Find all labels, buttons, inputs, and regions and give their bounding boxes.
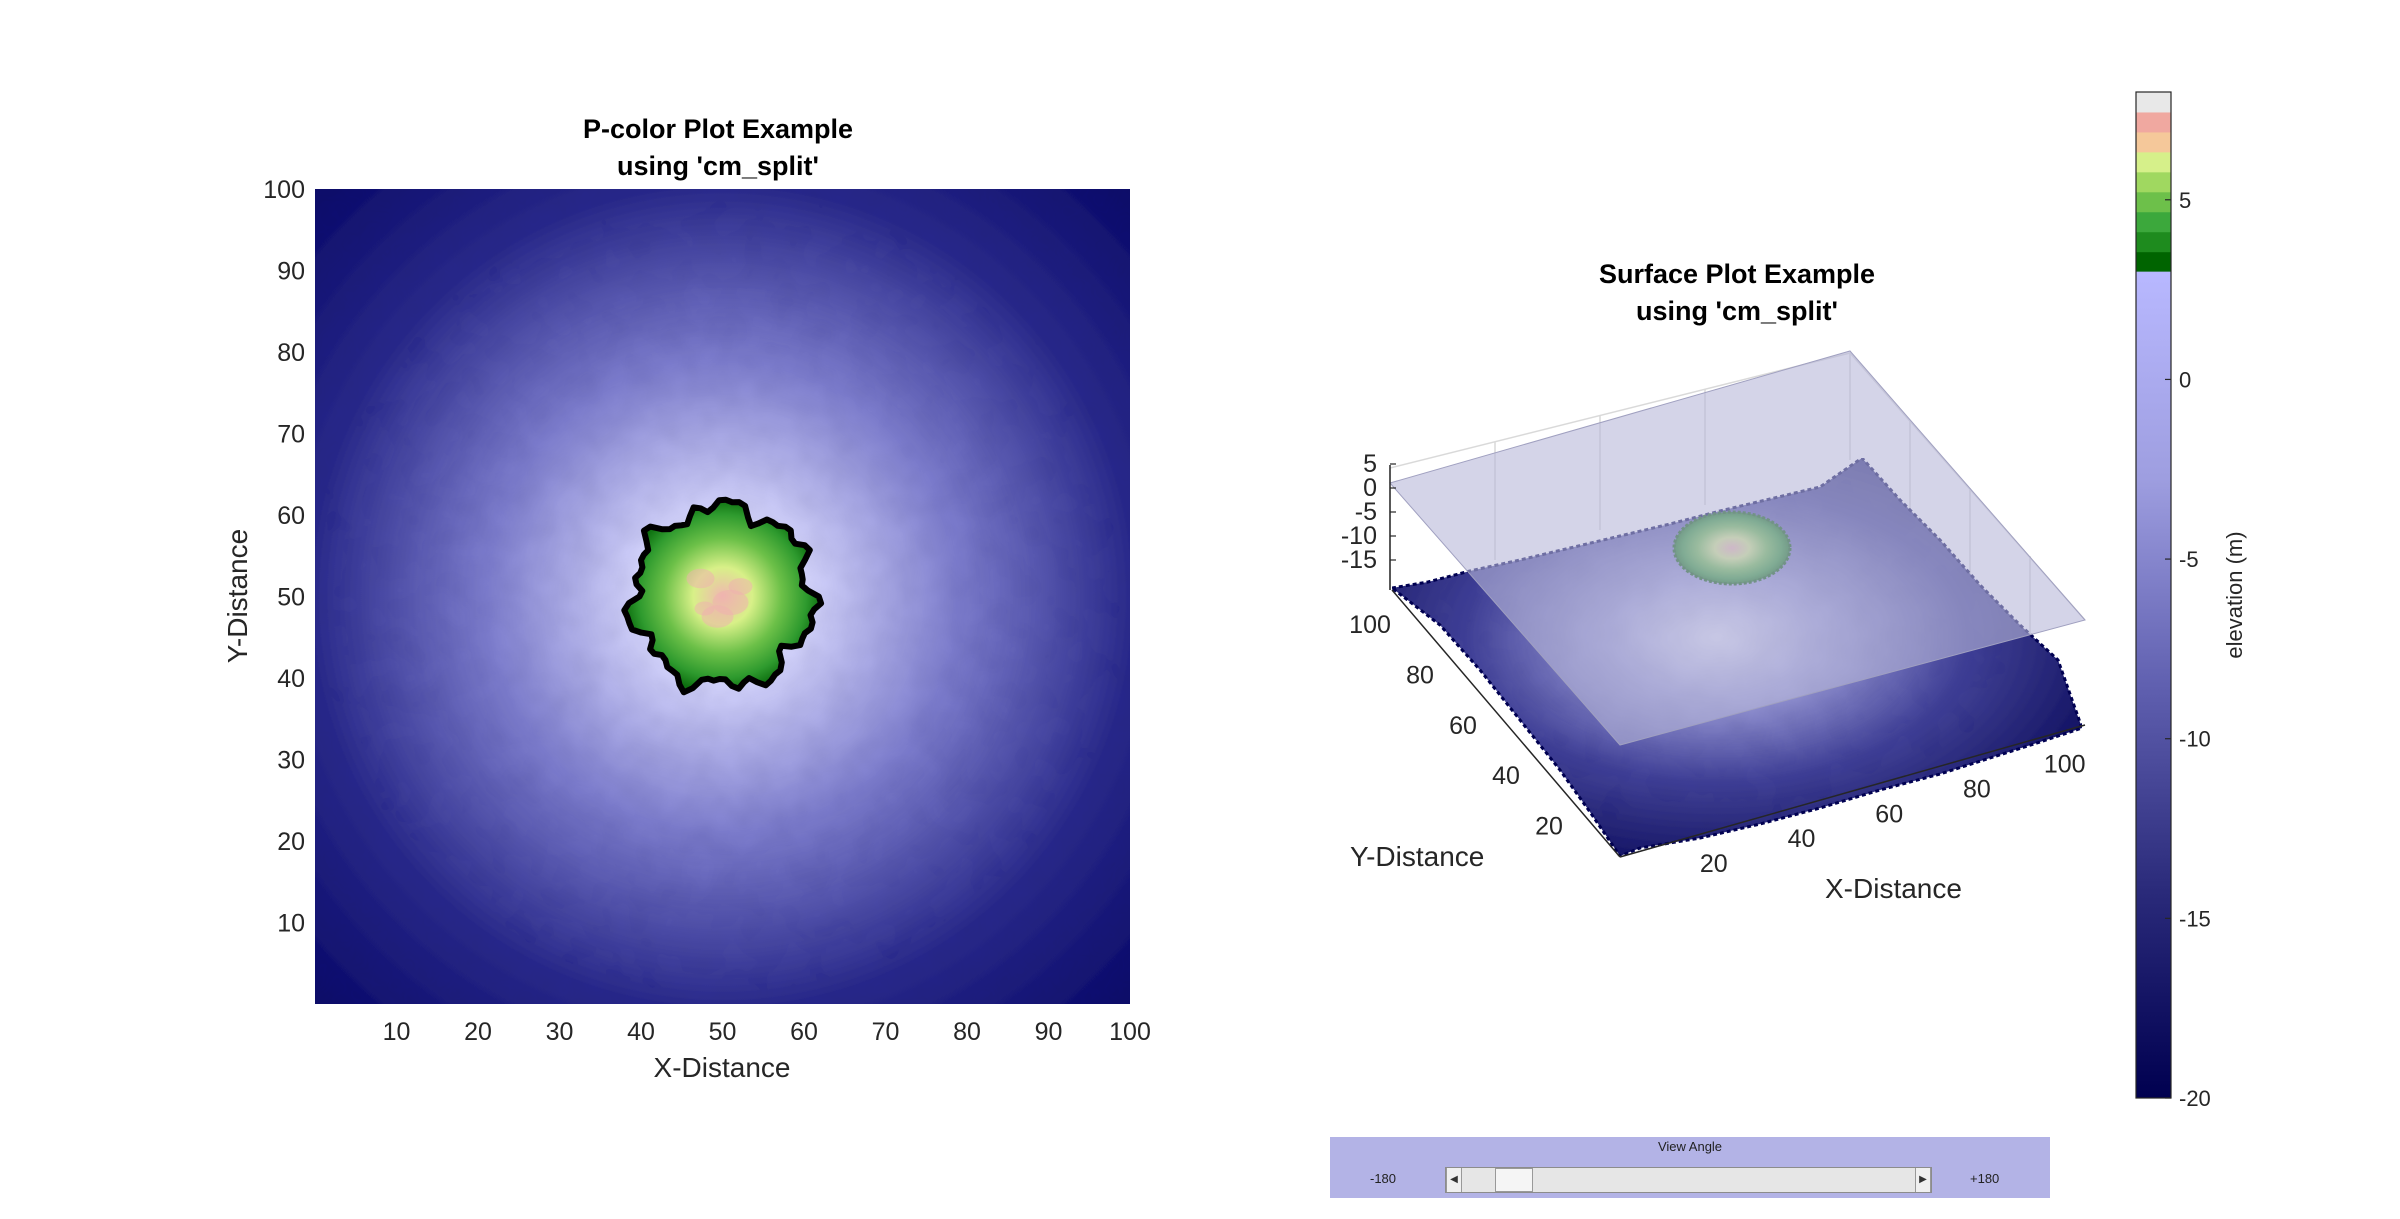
colorbar-land-band: [2136, 171, 2171, 193]
pcolor-y-ticks: 10 20 30 40 50 60 70 80 90 100: [263, 176, 305, 938]
surface-ztick-label: 5: [1363, 450, 1377, 478]
pcolor-ytick-label: 70: [277, 421, 305, 449]
pcolor-ytick-label: 40: [277, 665, 305, 693]
pcolor-xtick-label: 40: [627, 1018, 655, 1046]
colorbar-ticks: 5 0 -5 -10 -15 -20: [2165, 188, 2211, 1111]
surface-ytick-label: 40: [1492, 762, 1520, 790]
surface-xtick-label: 80: [1963, 775, 1991, 803]
surface-xtick-label: 100: [2044, 750, 2086, 778]
surface-title-line1: Surface Plot Example: [1599, 259, 1875, 289]
pcolor-xtick-label: 70: [872, 1018, 900, 1046]
colorbar-land-band: [2136, 231, 2171, 253]
surface-title-line2: using 'cm_split': [1636, 296, 1838, 326]
surface-x-ticks: 20 40 60 80 100: [1700, 750, 2086, 878]
view-angle-title: View Angle: [1657, 1139, 1723, 1154]
colorbar-tick-label: 0: [2179, 367, 2191, 392]
colorbar: 5 0 -5 -10 -15 -20 elevation (m): [2135, 91, 2247, 1111]
pcolor-ytick-label: 10: [277, 910, 305, 938]
colorbar-tick-label: -5: [2179, 547, 2199, 572]
pcolor-xtick-label: 60: [790, 1018, 818, 1046]
surface-ytick-label: 80: [1406, 661, 1434, 689]
surface-ytick-label: 60: [1449, 712, 1477, 740]
pcolor-title-line2: using 'cm_split': [617, 151, 819, 181]
colorbar-tick-label: -20: [2179, 1086, 2211, 1111]
colorbar-water-band: [2136, 271, 2171, 1099]
view-angle-slider[interactable]: ◀ ▶: [1445, 1167, 1932, 1193]
colorbar-tick-label: -15: [2179, 906, 2211, 931]
colorbar-land-band: [2136, 111, 2171, 133]
colorbar-land-band: [2136, 191, 2171, 213]
surface-ztick-label: 0: [1363, 474, 1377, 502]
pcolor-ytick-label: 90: [277, 258, 305, 286]
slider-right-arrow-icon[interactable]: ▶: [1915, 1168, 1931, 1192]
colorbar-land-band: [2136, 92, 2171, 113]
pcolor-xtick-label: 30: [546, 1018, 574, 1046]
surface-ztick-label: -5: [1355, 498, 1377, 526]
pcolor-ytick-label: 100: [263, 176, 305, 204]
colorbar-label: elevation (m): [2222, 531, 2247, 658]
pcolor-xtick-label: 20: [464, 1018, 492, 1046]
surface-ytick-label: 100: [1349, 611, 1391, 639]
slider-left-arrow-icon[interactable]: ◀: [1446, 1168, 1462, 1192]
colorbar-frame: [2135, 91, 2172, 1099]
pcolor-xlabel: X-Distance: [654, 1052, 791, 1083]
view-angle-panel: View Angle -180 ◀ ▶ +180: [1330, 1137, 2050, 1198]
pcolor-xtick-label: 50: [709, 1018, 737, 1046]
colorbar-land-band: [2136, 251, 2171, 273]
pcolor-ytick-label: 80: [277, 339, 305, 367]
pcolor-land-peak-patch: [686, 568, 715, 589]
surface-ztick-label: -15: [1341, 546, 1377, 574]
pcolor-x-ticks: 10 20 30 40 50 60 70 80 90 100: [383, 1018, 1151, 1046]
surface-y-axis: [1391, 589, 1621, 858]
surface-sea-level-plane: [1389, 350, 2086, 746]
surface-x-axis: [1619, 724, 2086, 858]
surface-xtick-label: 20: [1700, 850, 1728, 878]
view-angle-max-label: +180: [1970, 1171, 2000, 1186]
pcolor-ytick-label: 50: [277, 584, 305, 612]
surface-xtick-label: 60: [1875, 800, 1903, 828]
pcolor-xtick-label: 100: [1109, 1018, 1151, 1046]
surface-ytick-label: 20: [1535, 813, 1563, 841]
pcolor-land-peak-patch: [694, 601, 715, 616]
pcolor-land-region: [621, 496, 825, 696]
colorbar-land-band: [2136, 211, 2171, 233]
colorbar-tick-label: 5: [2179, 188, 2191, 213]
pcolor-ylabel: Y-Distance: [222, 529, 253, 663]
surface-xtick-label: 40: [1788, 825, 1816, 853]
colorbar-land-band: [2136, 151, 2171, 173]
surface-xlabel: X-Distance: [1825, 873, 1962, 904]
pcolor-xtick-label: 90: [1035, 1018, 1063, 1046]
pcolor-xtick-label: 10: [383, 1018, 411, 1046]
pcolor-ytick-label: 30: [277, 747, 305, 775]
surface-ztick-label: -10: [1341, 522, 1377, 550]
pcolor-xtick-label: 80: [953, 1018, 981, 1046]
surface-z-ticks: 50-5-10-15: [1341, 450, 1396, 574]
colorbar-tick-label: -10: [2179, 727, 2211, 752]
pcolor-ytick-label: 60: [277, 502, 305, 530]
pcolor-land-peak-patch: [712, 589, 749, 616]
slider-thumb[interactable]: [1495, 1168, 1534, 1192]
surface-plot: Surface Plot Example using 'cm_split' 50…: [1341, 259, 2086, 904]
pcolor-ytick-label: 20: [277, 828, 305, 856]
surface-ylabel: Y-Distance: [1350, 841, 1484, 872]
pcolor-title-line1: P-color Plot Example: [583, 114, 853, 144]
colorbar-color-blocks: [2136, 92, 2171, 1099]
colorbar-land-band: [2136, 131, 2171, 153]
surface-y-ticks: 20 40 60 80 100: [1349, 611, 1563, 841]
view-angle-min-label: -180: [1370, 1171, 1397, 1186]
pcolor-plot: P-color Plot Example using 'cm_split' 10…: [222, 114, 1151, 1083]
